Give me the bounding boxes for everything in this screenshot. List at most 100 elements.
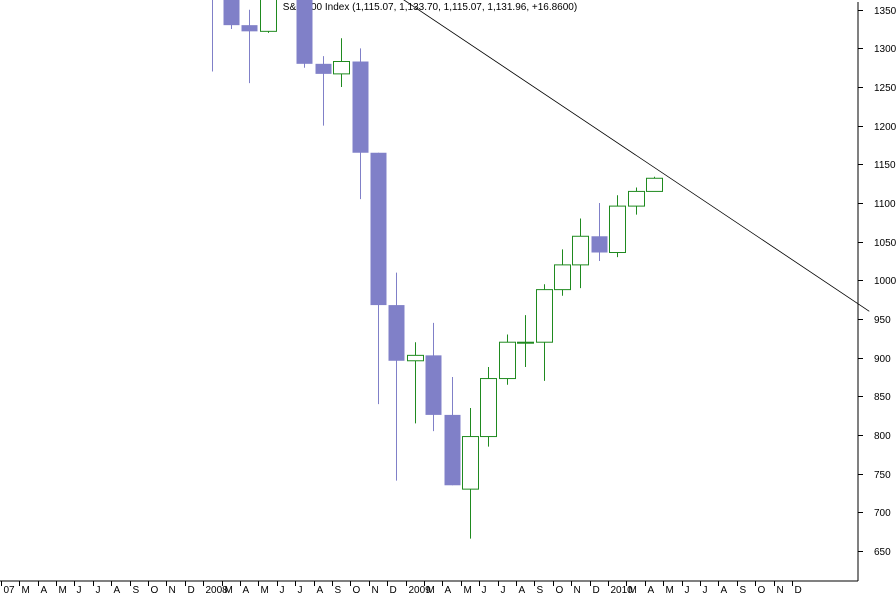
x-tick-label: D [390,585,397,596]
trendline-group [403,0,870,312]
candle-body [609,205,626,254]
x-tick-label: O [151,585,159,596]
candle-body [223,0,240,26]
x-tick-label: A [243,585,250,596]
candle-body [388,305,405,361]
y-tick-label: 1100 [874,199,896,210]
x-tick-label: A [114,585,121,596]
candle [260,0,277,33]
x-tick-label: M [666,585,674,596]
x-tick-label: N [777,585,784,596]
x-tick-label: N [169,585,176,596]
candle [517,315,534,367]
y-tick-label: 1200 [874,122,896,133]
plot-frame [0,2,859,582]
candles-group [212,0,663,539]
candle-body [572,235,589,266]
y-tick-label: 850 [874,392,891,403]
candle-body [536,289,553,343]
x-tick-label: O [556,585,564,596]
x-tick-label: S [740,585,747,596]
candle [536,284,553,381]
candle [646,176,663,192]
x-tick-label: A [648,585,655,596]
x-tick-label: J [685,585,690,596]
candle [315,56,332,126]
x-tick-label: S [537,585,544,596]
candle-body [241,25,258,32]
x-tick-label: J [280,585,285,596]
x-tick-label: M [225,585,233,596]
candle-body [480,378,497,438]
x-tick-label: A [317,585,324,596]
candle-body [628,190,645,207]
candle [241,9,258,84]
candle [628,187,645,215]
x-tick-label: J [482,585,487,596]
x-tick-label: A [445,585,452,596]
y-tick-label: 1000 [874,276,896,287]
candle [572,218,589,289]
candle [223,0,240,30]
y-tick-label: 1050 [874,238,896,249]
candle [480,366,497,447]
candle [212,0,213,72]
candle [407,342,424,424]
y-tick-label: 650 [874,547,891,558]
candle [333,38,350,88]
x-tick-label: A [519,585,526,596]
candle [462,407,479,539]
x-tick-label: S [133,585,140,596]
candle [499,334,516,385]
candle [352,48,369,200]
candle-body [352,61,369,153]
x-tick-label: D [795,585,802,596]
y-tick-label: 950 [874,315,891,326]
candle-body [517,341,534,344]
x-tick-label: M [22,585,30,596]
candle [388,272,405,481]
x-tick-label: O [758,585,766,596]
x-tick-label: M [261,585,269,596]
candle-body [315,63,332,74]
x-tick-label: J [703,585,708,596]
candle [591,203,608,262]
candle [554,249,571,296]
candle-body [444,414,461,486]
candle-body [462,436,479,490]
y-tick-label: 900 [874,354,891,365]
x-tick-label: 2010 [611,585,634,596]
y-tick-label: 800 [874,431,891,442]
x-tick-label: M [427,585,435,596]
y-tick-label: 1300 [874,44,896,55]
candle-body [591,236,608,253]
candle [425,322,442,432]
chart-title: S&P 500 Index (1,115.07, 1,133.70, 1,115… [283,2,577,13]
x-tick-label: J [96,585,101,596]
candle-body [296,0,313,64]
x-tick-label: M [629,585,637,596]
x-tick-label: J [298,585,303,596]
candle-body [370,152,387,306]
candle-body [425,355,442,415]
candle-body [407,354,424,362]
x-tick-label: J [77,585,82,596]
x-tick-label: M [59,585,67,596]
x-tick-label: D [188,585,195,596]
x-tick-label: M [464,585,472,596]
x-tick-label: 07 [4,585,16,596]
x-tick-label: O [353,585,361,596]
x-tick-label: 2009 [409,585,432,596]
candle-body [499,341,516,380]
y-tick-label: 1350 [874,6,896,17]
y-axis: 650 700 750 800 850 900 950 1000 1050 1100 1150 120… [858,6,896,558]
y-tick-label: 700 [874,508,891,519]
candle-body [260,0,277,32]
x-tick-label: 2008 [206,585,229,596]
x-tick-label: J [501,585,506,596]
trendline [403,0,870,312]
x-tick-label: D [593,585,600,596]
candle [296,0,313,68]
